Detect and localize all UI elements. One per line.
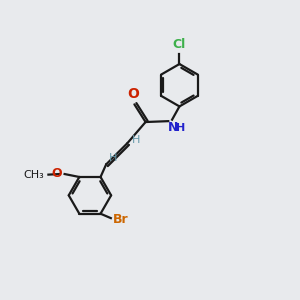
Text: Br: Br [113, 212, 128, 226]
Text: H: H [108, 153, 117, 163]
Text: CH₃: CH₃ [23, 169, 44, 180]
Text: Cl: Cl [173, 38, 186, 51]
Text: O: O [127, 87, 139, 101]
Text: H: H [176, 123, 185, 133]
Text: N: N [168, 121, 179, 134]
Text: O: O [52, 167, 62, 180]
Text: H: H [132, 135, 140, 145]
